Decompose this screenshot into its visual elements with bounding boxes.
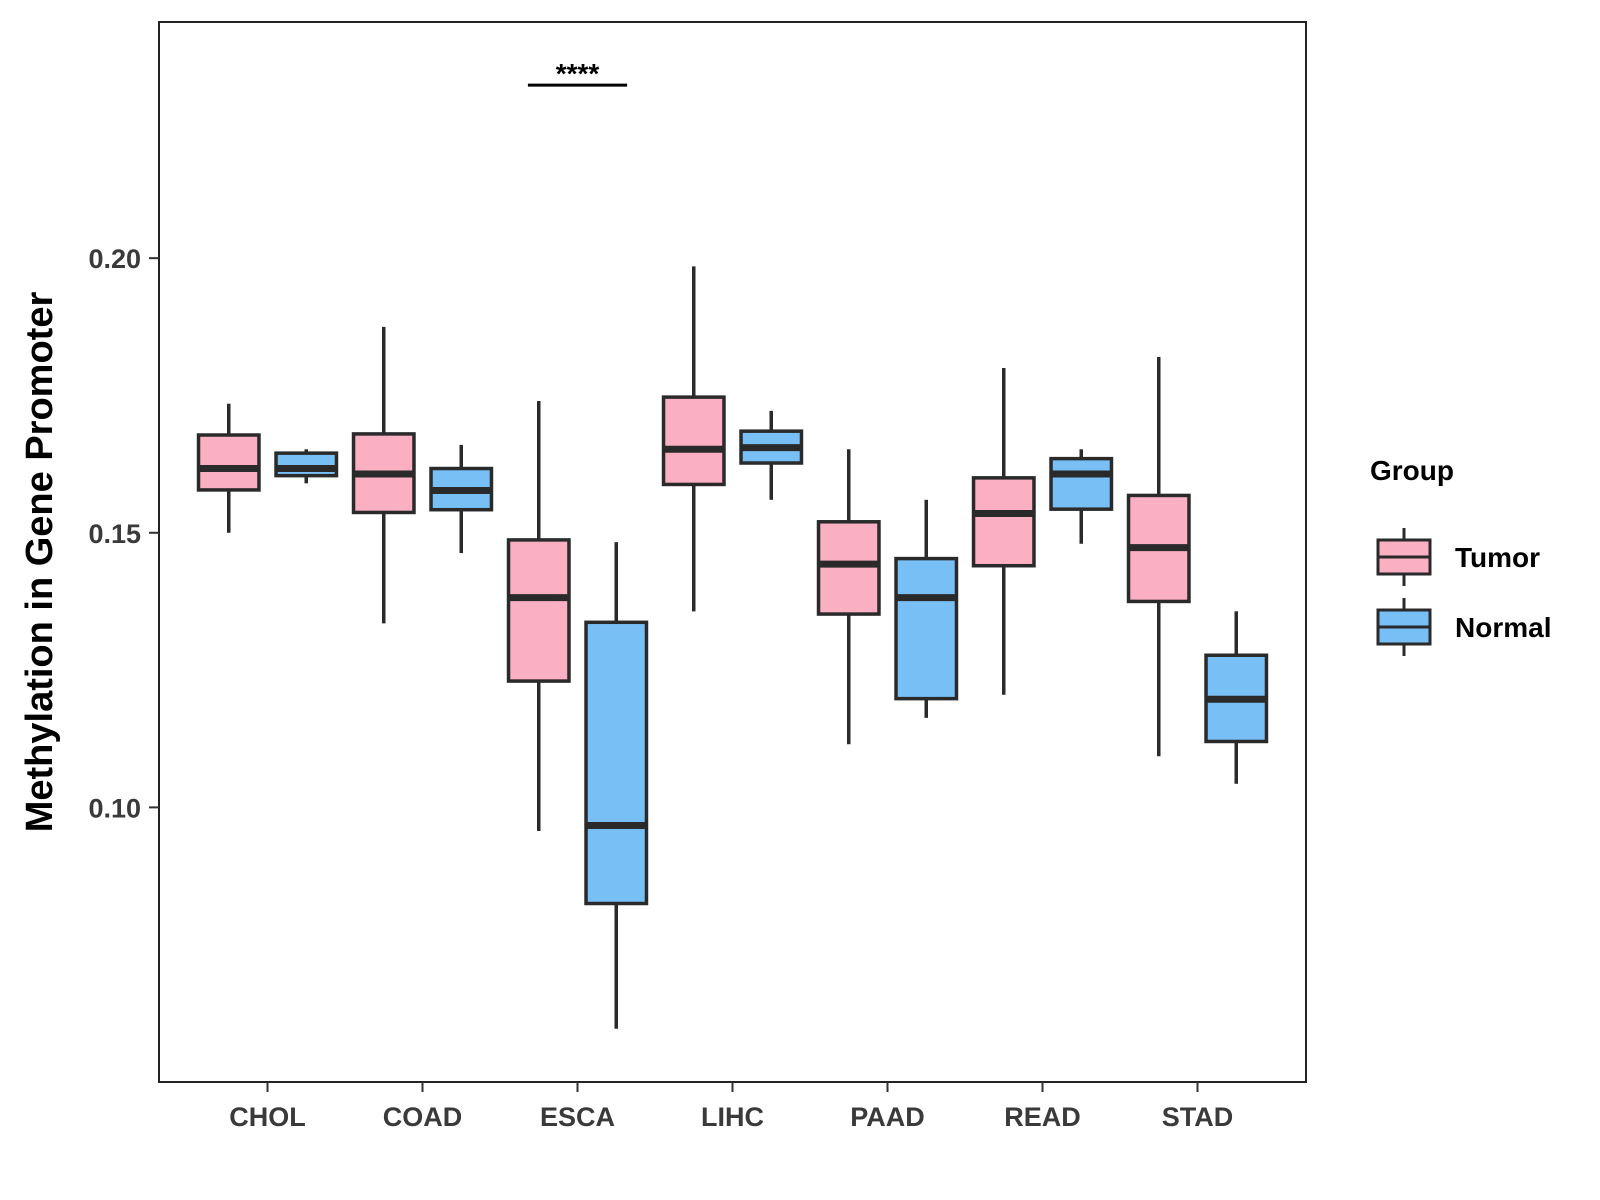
box-normal-lihc [739, 410, 804, 500]
legend-item-tumor: Tumor [1376, 528, 1540, 586]
x-tick-label: ESCA [540, 1102, 615, 1132]
y-axis: 0.10 0.15 0.20 [88, 244, 159, 823]
box-normal-paad [894, 499, 959, 718]
x-axis: CHOL COAD ESCA LIHC PAAD READ STAD [229, 1082, 1233, 1132]
box-normal-read [1049, 449, 1114, 544]
y-axis-title: Methylation in Gene Promoter [19, 292, 61, 833]
box-iqr [816, 520, 881, 616]
box-normal-coad [429, 444, 494, 554]
legend-item-normal: Normal [1376, 598, 1551, 656]
box-tumor-coad [351, 326, 416, 624]
x-tick-label: STAD [1162, 1102, 1234, 1132]
legend-title: Group [1370, 455, 1454, 486]
legend-label: Tumor [1455, 542, 1540, 573]
x-tick-label: CHOL [229, 1102, 306, 1132]
box-iqr [971, 476, 1036, 568]
box-tumor-stad [1126, 357, 1191, 757]
x-tick-label: LIHC [701, 1102, 764, 1132]
x-tick-label: READ [1004, 1102, 1081, 1132]
box-series [196, 266, 1269, 1029]
box-iqr [661, 395, 726, 487]
plot-panel [158, 21, 1307, 1083]
box-tumor-paad [816, 449, 881, 745]
box-iqr [274, 451, 339, 478]
box-iqr [1049, 456, 1114, 511]
box-iqr [196, 433, 261, 492]
box-iqr [584, 620, 649, 906]
box-tumor-esca [506, 400, 571, 832]
box-iqr [506, 538, 571, 683]
x-tick-label: PAAD [850, 1102, 925, 1132]
legend-label: Normal [1455, 612, 1551, 643]
y-tick-label: 0.15 [88, 519, 141, 549]
box-tumor-lihc [661, 266, 726, 612]
significance-annotations: **** [527, 58, 628, 89]
y-tick-label: 0.10 [88, 793, 141, 823]
x-tick-label: COAD [383, 1102, 463, 1132]
box-tumor-read [971, 368, 1036, 695]
significance-label: **** [556, 58, 600, 89]
box-normal-esca [584, 542, 649, 1029]
y-tick-label: 0.20 [88, 244, 141, 274]
legend: Group Tumor Normal [1370, 455, 1551, 656]
box-iqr [894, 556, 959, 701]
box-tumor-chol [196, 403, 261, 533]
box-normal-stad [1204, 611, 1269, 784]
box-normal-chol [274, 449, 339, 484]
